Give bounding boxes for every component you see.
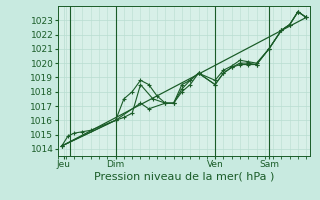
X-axis label: Pression niveau de la mer( hPa ): Pression niveau de la mer( hPa )	[94, 172, 274, 182]
